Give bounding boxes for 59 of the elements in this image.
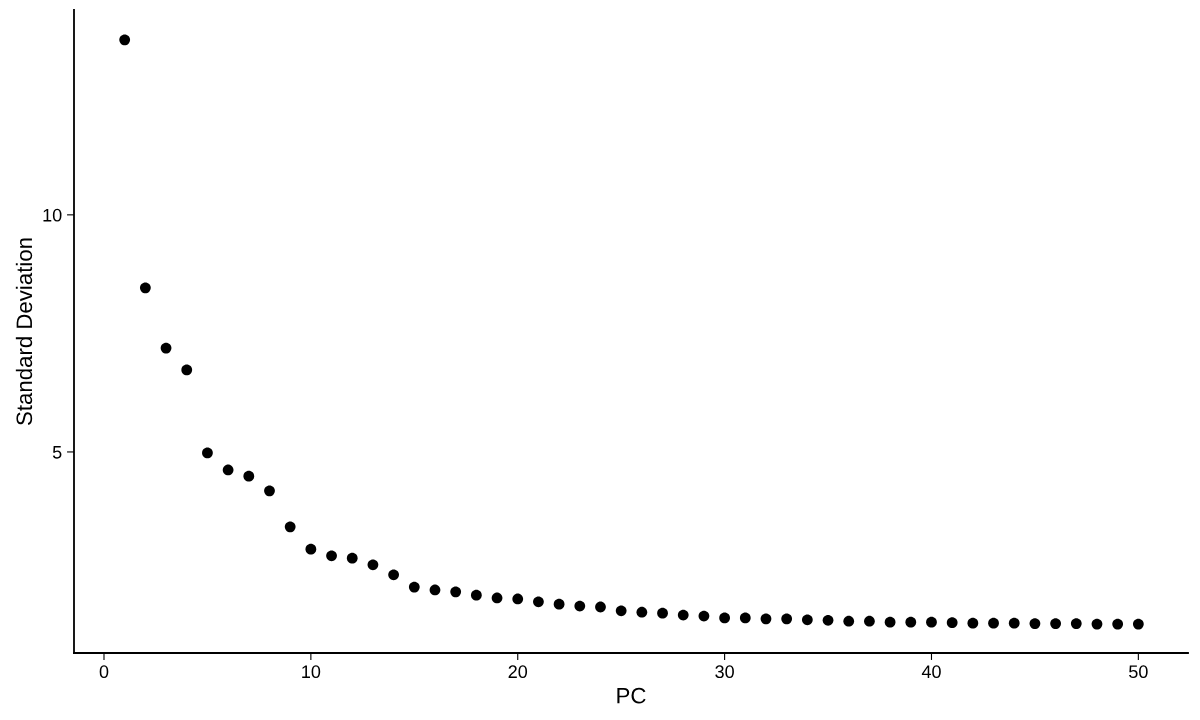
point [119, 34, 131, 46]
point [595, 601, 606, 613]
x-tick-label: 40 [921, 665, 941, 679]
x-tick-label: 30 [715, 665, 734, 679]
point [284, 521, 296, 533]
point [450, 586, 462, 598]
point [388, 569, 399, 581]
y-axis-title: Standard Deviation [15, 238, 33, 425]
point [657, 607, 668, 619]
point [429, 584, 441, 596]
point [367, 559, 379, 571]
point [967, 617, 979, 629]
point [1050, 618, 1061, 629]
point [1070, 618, 1082, 629]
point [1091, 618, 1103, 630]
point [264, 485, 275, 497]
point [181, 364, 193, 376]
point [864, 615, 875, 627]
point [946, 617, 958, 629]
point [677, 609, 689, 621]
point [719, 612, 730, 624]
point [905, 616, 917, 628]
x-tick-label: 20 [508, 665, 528, 679]
y-tick-label: 5 [52, 446, 62, 459]
point [533, 596, 544, 608]
point [1029, 618, 1041, 629]
point [305, 543, 317, 555]
point [1112, 618, 1124, 630]
point [636, 606, 648, 618]
point [470, 589, 482, 601]
point [1132, 618, 1144, 630]
point [491, 592, 503, 604]
point [760, 613, 772, 625]
point [139, 282, 151, 294]
point [615, 605, 627, 617]
point [801, 614, 813, 626]
point [160, 342, 172, 354]
x-axis-title: PC [617, 687, 646, 704]
point [346, 552, 358, 564]
x-tick-label: 50 [1129, 665, 1148, 679]
point [988, 617, 999, 629]
point [574, 600, 586, 612]
point [222, 464, 234, 476]
point [326, 550, 337, 562]
point [781, 613, 793, 625]
point [822, 614, 834, 626]
point [553, 598, 565, 610]
point [243, 470, 255, 482]
point [408, 581, 420, 593]
x-tick-label: 0 [99, 665, 109, 679]
point [202, 447, 213, 459]
point [1008, 617, 1020, 629]
point [926, 616, 937, 628]
point [698, 610, 710, 622]
point [843, 615, 855, 627]
point [512, 593, 524, 605]
x-tick-label: 10 [302, 665, 321, 679]
point [739, 612, 751, 624]
point [884, 616, 896, 628]
